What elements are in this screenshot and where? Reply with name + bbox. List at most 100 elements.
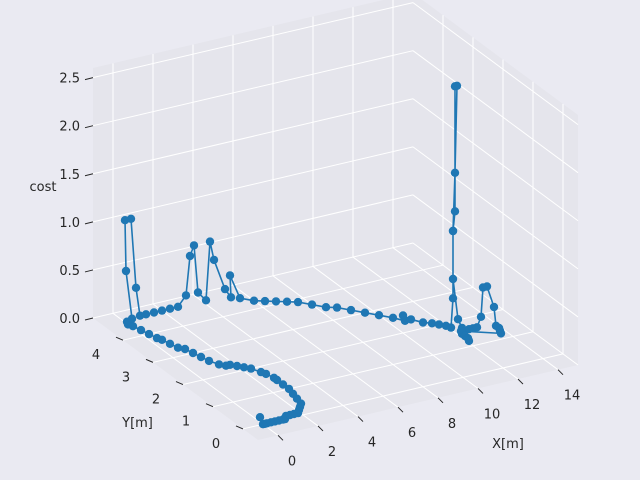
z-tick-mark bbox=[84, 317, 94, 321]
data-point bbox=[126, 214, 136, 223]
x-tick-mark bbox=[437, 397, 444, 404]
z-tick-mark bbox=[84, 125, 94, 129]
x-tick-label: 12 bbox=[524, 398, 541, 413]
y-tick-label: 3 bbox=[122, 370, 130, 385]
z-grid-side bbox=[412, 98, 579, 222]
data-point bbox=[232, 361, 242, 371]
x-grid-floor bbox=[272, 275, 439, 399]
y-grid-floor bbox=[182, 309, 504, 386]
data-point bbox=[255, 413, 265, 422]
data-point bbox=[165, 304, 175, 313]
data-point bbox=[193, 288, 203, 297]
z-grid-back bbox=[92, 146, 414, 223]
z-grid-side bbox=[412, 194, 579, 318]
data-point bbox=[180, 344, 190, 354]
data-point bbox=[121, 266, 131, 276]
z-tick-mark bbox=[84, 173, 94, 177]
data-point bbox=[173, 302, 183, 311]
z-tick-mark bbox=[84, 77, 94, 81]
data-point bbox=[165, 339, 175, 348]
data-point bbox=[427, 319, 437, 328]
data-point bbox=[374, 311, 384, 320]
z-tick-label: 0.5 bbox=[59, 264, 80, 279]
z-grid-back bbox=[92, 98, 414, 175]
data-point bbox=[446, 323, 456, 332]
z-grid-back bbox=[92, 50, 414, 127]
data-point bbox=[496, 329, 506, 338]
data-point bbox=[448, 274, 458, 284]
data-point bbox=[388, 313, 398, 322]
data-point bbox=[127, 314, 137, 323]
data-point bbox=[398, 311, 408, 320]
data-point bbox=[434, 320, 444, 329]
z-grid-side bbox=[412, 50, 579, 174]
y-tick-label: 1 bbox=[182, 415, 190, 430]
data-point bbox=[196, 352, 206, 362]
data-point bbox=[284, 384, 294, 394]
data-point bbox=[448, 294, 458, 303]
data-point bbox=[173, 343, 183, 352]
data-point bbox=[205, 237, 215, 246]
data-point bbox=[282, 297, 292, 306]
data-point bbox=[269, 373, 279, 382]
data-point bbox=[482, 282, 492, 291]
x-axis-label: X[m] bbox=[492, 437, 524, 452]
data-point bbox=[220, 284, 230, 294]
data-point bbox=[452, 81, 462, 91]
y-axis-label: Y[m] bbox=[121, 416, 153, 431]
z-axis-label: cost bbox=[30, 180, 57, 195]
data-point bbox=[360, 308, 370, 317]
data-point bbox=[464, 336, 474, 346]
data-point bbox=[157, 306, 167, 315]
z-tick-label: 2.0 bbox=[59, 120, 80, 135]
x-grid-floor bbox=[192, 294, 359, 417]
data-point bbox=[450, 168, 460, 177]
x-tick-label: 0 bbox=[288, 454, 296, 469]
y-tick-mark bbox=[205, 403, 214, 408]
data-point bbox=[235, 294, 245, 303]
axes-panes bbox=[93, 0, 578, 440]
z-tick-mark bbox=[84, 269, 94, 273]
y-tick-mark bbox=[175, 381, 184, 386]
data-point bbox=[418, 318, 428, 327]
data-point bbox=[448, 226, 458, 236]
z-grid-side bbox=[412, 146, 579, 270]
y-tick-label: 0 bbox=[212, 437, 220, 452]
data-point bbox=[201, 296, 211, 305]
x-tick-label: 14 bbox=[564, 389, 581, 404]
y-grid-floor bbox=[152, 286, 474, 363]
data-point bbox=[152, 333, 162, 343]
back-pane bbox=[93, 0, 413, 318]
data-point bbox=[472, 323, 482, 332]
x-tick-mark bbox=[277, 434, 284, 441]
y-tick-label: 2 bbox=[152, 393, 160, 408]
y-tick-mark bbox=[145, 358, 154, 363]
grid-lines bbox=[92, 0, 579, 436]
data-point bbox=[246, 364, 256, 373]
data-point bbox=[321, 303, 331, 312]
data-point bbox=[450, 207, 460, 216]
x-grid-floor bbox=[312, 266, 479, 389]
z-tick-label: 0.0 bbox=[59, 312, 80, 327]
x-tick-label: 4 bbox=[368, 436, 376, 451]
data-point bbox=[271, 297, 281, 306]
data-point bbox=[221, 361, 231, 370]
data-series bbox=[120, 81, 506, 429]
data-point bbox=[476, 312, 486, 321]
z-tick-label: 1.5 bbox=[59, 168, 80, 183]
x-tick-label: 10 bbox=[484, 407, 501, 422]
data-point bbox=[149, 308, 159, 317]
data-point bbox=[307, 300, 317, 309]
data-point bbox=[181, 291, 191, 300]
z-grid-side bbox=[412, 2, 579, 126]
data-point bbox=[185, 251, 195, 261]
y-tick-label: 4 bbox=[92, 348, 100, 363]
data-point bbox=[453, 315, 463, 324]
floor-pane bbox=[93, 243, 578, 440]
x-tick-label: 6 bbox=[408, 426, 416, 441]
data-point bbox=[189, 241, 199, 250]
z-grid-back bbox=[92, 194, 414, 271]
z-tick-label: 2.5 bbox=[59, 72, 80, 87]
data-point bbox=[260, 296, 270, 306]
